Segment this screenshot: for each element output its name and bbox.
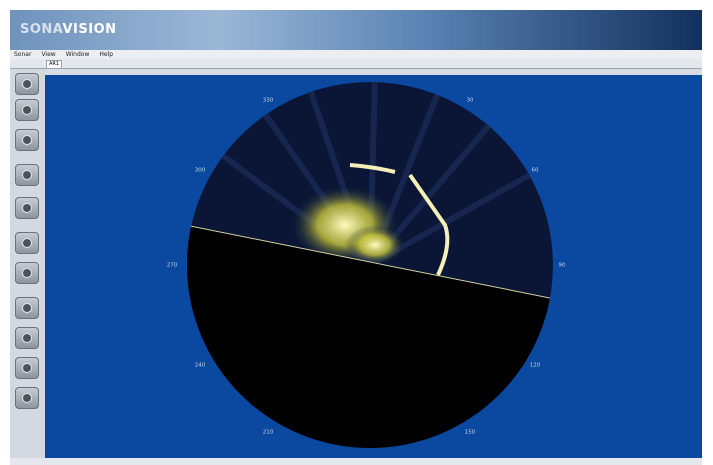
logo: SONAVISION xyxy=(20,22,117,37)
banner: SONAVISION xyxy=(10,10,702,50)
tool-button[interactable] xyxy=(15,262,39,284)
bearing-label: 240 xyxy=(195,363,206,369)
bearing-label: 270 xyxy=(167,263,178,269)
toolbar xyxy=(10,69,45,459)
bearing-label: 120 xyxy=(530,363,541,369)
bearing-label: 150 xyxy=(465,430,476,436)
echo-blob xyxy=(345,225,405,265)
tool-button[interactable] xyxy=(15,197,39,219)
tool-button[interactable] xyxy=(15,387,39,409)
tool-button[interactable] xyxy=(15,73,39,95)
tool-button[interactable] xyxy=(15,99,39,121)
tab[interactable]: AR1 xyxy=(46,60,62,68)
bearing-label: 30 xyxy=(467,98,474,104)
bearing-label: 90 xyxy=(559,263,566,269)
bearing-label: 330 xyxy=(263,98,274,104)
logo-part: SONA xyxy=(20,22,63,37)
tool-button[interactable] xyxy=(15,232,39,254)
tool-button[interactable] xyxy=(15,164,39,186)
menu-item[interactable]: Window xyxy=(65,51,90,58)
bearing-label: 210 xyxy=(263,430,274,436)
tab-strip: AR1 xyxy=(10,59,702,69)
horizon-line xyxy=(187,222,553,304)
logo-part: VISION xyxy=(62,22,117,37)
menu-item[interactable]: Help xyxy=(99,51,114,58)
echo-line xyxy=(408,173,450,276)
tool-button[interactable] xyxy=(15,129,39,151)
bearing-label: 60 xyxy=(532,168,539,174)
bearing-label: 300 xyxy=(195,168,206,174)
menu-bar: Sonar View Window Help xyxy=(10,50,702,59)
menu-item[interactable]: View xyxy=(41,51,56,58)
sonar-view: 330 30 300 60 270 90 240 120 210 150 xyxy=(45,75,702,458)
tool-button[interactable] xyxy=(15,297,39,319)
sonar-disc xyxy=(187,82,553,448)
tool-button[interactable] xyxy=(15,357,39,379)
status-bar xyxy=(10,458,702,465)
tool-button[interactable] xyxy=(15,327,39,349)
blind-sector xyxy=(187,223,553,448)
echo-line xyxy=(349,163,396,174)
menu-item[interactable]: Sonar xyxy=(14,51,32,58)
